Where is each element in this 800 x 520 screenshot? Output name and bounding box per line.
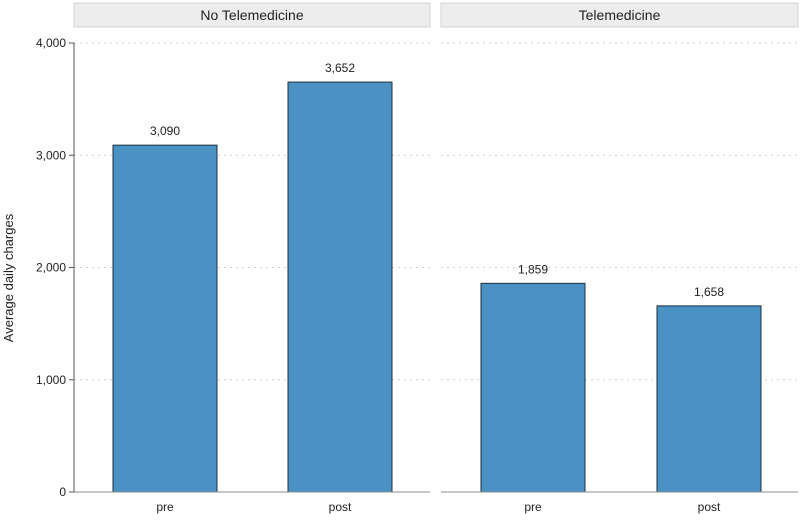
y-tick-label: 2,000 <box>36 261 66 275</box>
panels: No Telemedicine3,090pre3,652postTelemedi… <box>73 2 799 514</box>
panel-2: Telemedicine 1,859 pre 1,658 post <box>440 2 799 514</box>
bar-value-label: 1,658 <box>694 285 724 299</box>
bar-post <box>656 305 762 493</box>
panel-title: No Telemedicine <box>200 7 303 23</box>
y-tick-label: 3,000 <box>36 148 66 162</box>
x-tick-label: post <box>329 500 352 514</box>
x-tick-label: pre <box>156 500 174 514</box>
panel-title: Telemedicine <box>579 7 661 23</box>
panel-1: No Telemedicine 3,090 pre 3,652 post <box>73 2 431 514</box>
y-axis: 0 1,000 2,000 3,000 4,000 <box>36 36 75 499</box>
y-tick-label: 0 <box>59 485 66 499</box>
bar-pre <box>480 282 586 493</box>
y-tick-label: 4,000 <box>36 36 66 50</box>
bar-post <box>287 81 393 493</box>
panel-header <box>440 2 799 28</box>
bar-pre <box>112 144 218 493</box>
panel-header <box>73 2 431 28</box>
bar-value-label: 3,652 <box>325 61 355 75</box>
y-axis-title: Average daily charges <box>1 213 16 342</box>
x-tick-label: post <box>698 500 721 514</box>
bar-value-label: 1,859 <box>518 262 548 276</box>
x-tick-label: pre <box>524 500 542 514</box>
bar-value-label: 3,090 <box>150 124 180 138</box>
y-tick-label: 1,000 <box>36 373 66 387</box>
